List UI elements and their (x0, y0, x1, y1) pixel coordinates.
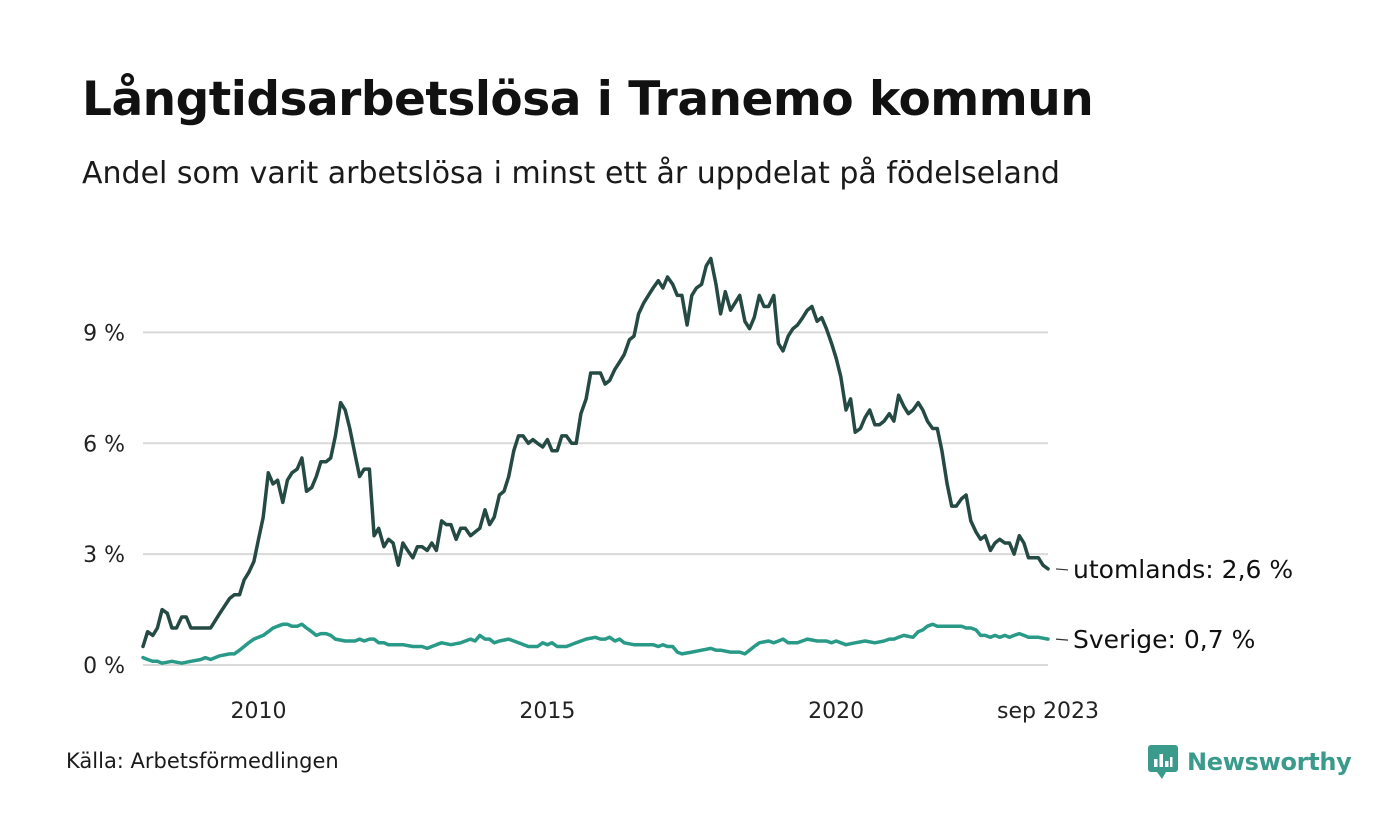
chart-subtitle: Andel som varit arbetslösa i minst ett å… (82, 156, 1060, 191)
end-label-leader (1055, 568, 1069, 571)
x-tick-label: 2010 (231, 699, 287, 724)
y-tick-label: 9 % (83, 321, 125, 346)
x-axis-ticks: 2010 2015 2020 sep 2023 (231, 699, 1099, 724)
x-tick-label: 2015 (519, 699, 575, 724)
x-tick-label: sep 2023 (997, 699, 1099, 724)
series-line-utomlands (141, 256, 1050, 649)
end-label-utomlands: utomlands: 2,6 % (1073, 555, 1293, 584)
y-axis-ticks: 0 % 3 % 6 % 9 % (83, 321, 125, 679)
chart-title: Långtidsarbetslösa i Tranemo kommun (82, 72, 1094, 127)
y-tick-label: 6 % (83, 432, 125, 457)
brand-logo: Newsworthy (1148, 744, 1352, 780)
x-tick-label: 2020 (808, 699, 864, 724)
end-label-leader (1055, 638, 1069, 641)
end-label-sverige: Sverige: 0,7 % (1073, 625, 1255, 654)
newsworthy-logo-icon (1148, 745, 1178, 779)
y-tick-label: 0 % (83, 654, 125, 679)
y-tick-label: 3 % (83, 543, 125, 568)
gridlines (143, 331, 1048, 666)
series-line-sverige (141, 622, 1050, 665)
brand-name: Newsworthy (1187, 748, 1352, 776)
end-labels: utomlands: 2,6 % Sverige: 0,7 % (1055, 555, 1293, 654)
series-lines (141, 256, 1050, 665)
source-note: Källa: Arbetsförmedlingen (66, 749, 339, 773)
